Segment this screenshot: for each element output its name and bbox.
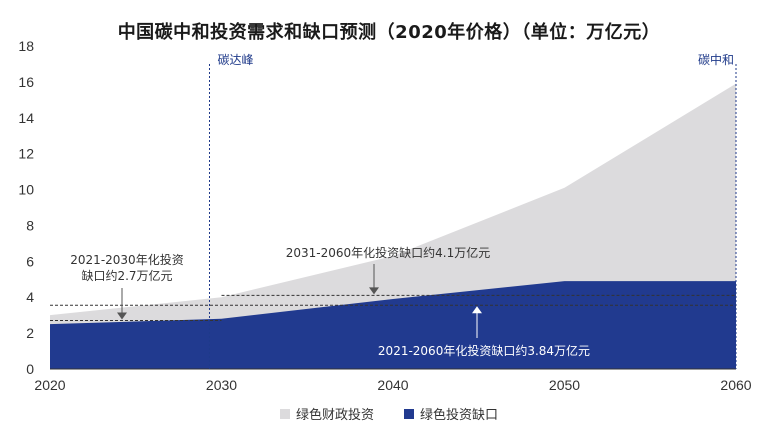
milestone-label: 碳中和	[698, 52, 734, 67]
y-tick-label: 10	[18, 182, 34, 198]
y-tick-label: 0	[26, 361, 34, 377]
legend-item-fiscal: 绿色财政投资	[279, 404, 374, 423]
annotation-2021-2060: 2021-2060年化投资缺口约3.84万亿元	[378, 343, 590, 358]
y-tick-label: 14	[18, 110, 34, 126]
y-tick-label: 12	[18, 146, 34, 162]
series-green-gap-area	[50, 281, 736, 369]
legend: 绿色财政投资 绿色投资缺口	[0, 404, 778, 423]
legend-swatch-fiscal	[279, 408, 290, 419]
legend-label-gap: 绿色投资缺口	[420, 408, 499, 423]
milestone-label: 碳达峰	[217, 53, 253, 67]
x-tick-label: 2040	[377, 377, 408, 393]
x-tick-label: 2060	[720, 377, 751, 393]
reference-lines	[50, 294, 736, 322]
axes: 0 2 4 6 8 10 12 14 16 18 2020 2030 2040 2050 2060	[18, 38, 751, 393]
y-tick-label: 8	[26, 217, 34, 233]
annotation-2031-2060: 2031-2060年化投资缺口约4.1万亿元	[286, 245, 491, 260]
annotation-arrowhead	[369, 287, 379, 295]
chart-title: 中国碳中和投资需求和缺口预测（2020年价格）（单位：万亿元）	[117, 22, 661, 43]
annotation-arrowhead	[472, 306, 482, 314]
y-tick-label: 16	[18, 74, 34, 90]
annotation-arrowhead	[117, 312, 127, 320]
annotation-2021-2030: 2021-2030年化投资	[70, 252, 183, 267]
x-tick-label: 2050	[549, 377, 580, 393]
y-tick-label: 18	[18, 38, 34, 54]
x-tick-label: 2020	[34, 377, 65, 393]
annotation-2021-2030: 缺口约2.7万亿元	[81, 268, 172, 283]
y-tick-label: 6	[26, 253, 34, 269]
legend-label-fiscal: 绿色财政投资	[295, 408, 374, 423]
legend-swatch-gap	[404, 408, 414, 419]
y-tick-label: 4	[26, 289, 34, 305]
milestones: 碳达峰 碳中和	[208, 52, 737, 369]
legend-item-gap: 绿色投资缺口	[404, 404, 498, 423]
x-tick-label: 2030	[206, 377, 237, 393]
area-green-gap	[50, 281, 736, 369]
y-tick-label: 2	[26, 325, 34, 341]
